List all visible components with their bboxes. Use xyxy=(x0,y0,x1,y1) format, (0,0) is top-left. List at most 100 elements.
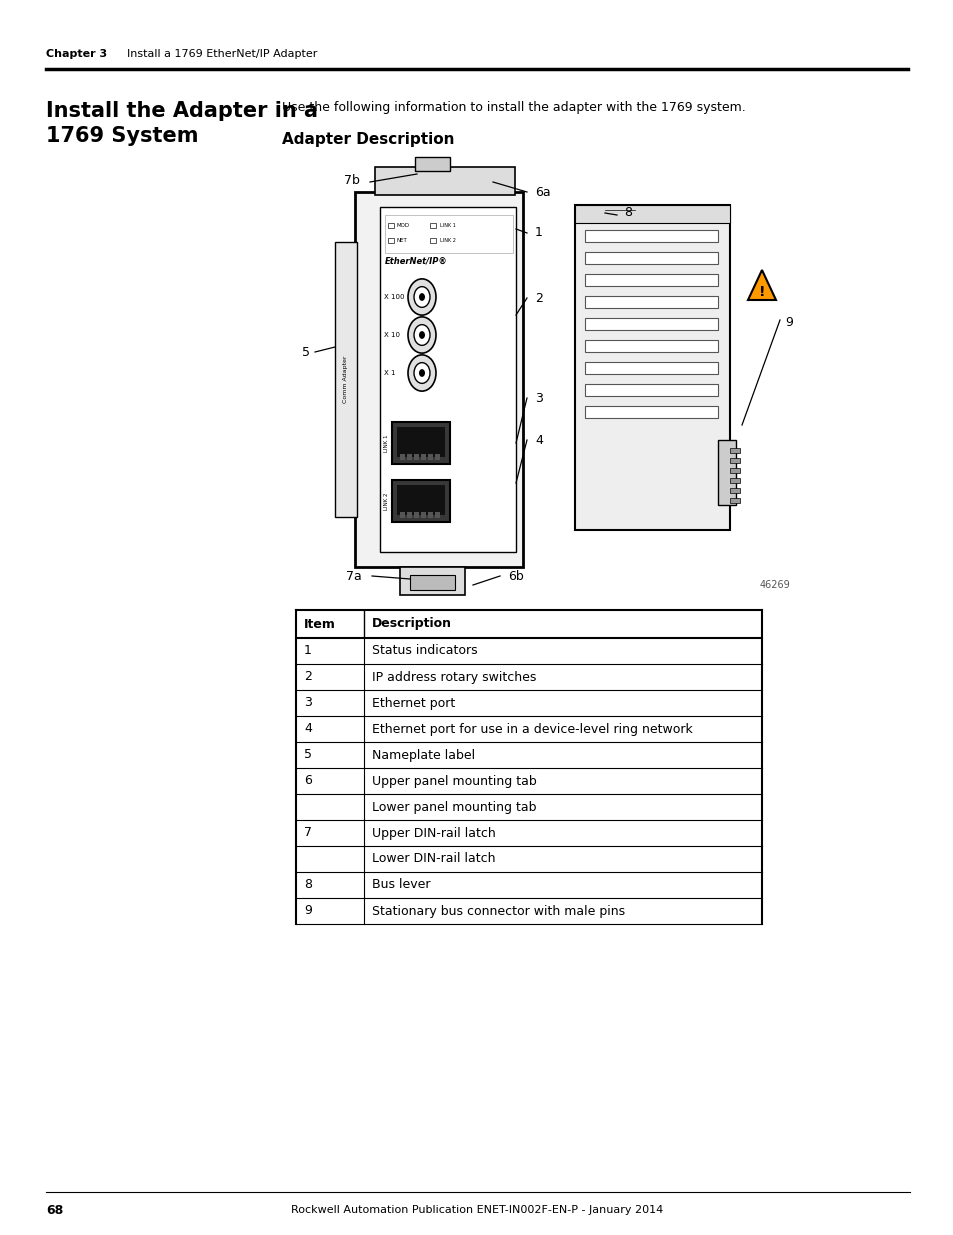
Bar xyxy=(392,480,450,522)
Bar xyxy=(420,513,426,517)
Text: Chapter 3: Chapter 3 xyxy=(46,49,107,59)
Circle shape xyxy=(414,325,430,346)
Text: X 100: X 100 xyxy=(384,294,404,300)
Bar xyxy=(388,224,394,228)
Text: Stationary bus connector with male pins: Stationary bus connector with male pins xyxy=(372,904,624,918)
Bar xyxy=(388,238,394,243)
Bar xyxy=(295,610,761,638)
Text: 68: 68 xyxy=(46,1203,63,1216)
Text: Description: Description xyxy=(372,618,452,631)
Text: Rockwell Automation Publication ENET-IN002F-EN-P - January 2014: Rockwell Automation Publication ENET-IN0… xyxy=(291,1205,662,1215)
Bar xyxy=(410,576,455,590)
Text: Adapter Description: Adapter Description xyxy=(282,132,455,147)
Text: Comm Adapter: Comm Adapter xyxy=(343,356,348,404)
Text: 1: 1 xyxy=(304,645,312,657)
Text: 2: 2 xyxy=(535,291,542,305)
Bar xyxy=(584,317,718,330)
Bar xyxy=(396,427,444,457)
Text: EtherNet/IP®: EtherNet/IP® xyxy=(385,257,447,266)
Bar xyxy=(435,513,439,517)
Bar xyxy=(430,238,436,243)
Circle shape xyxy=(408,279,436,315)
Text: Lower panel mounting tab: Lower panel mounting tab xyxy=(372,800,536,814)
Text: 9: 9 xyxy=(304,904,312,918)
Text: 3: 3 xyxy=(535,391,542,405)
Bar xyxy=(584,230,718,242)
Text: Nameplate label: Nameplate label xyxy=(372,748,475,762)
Bar xyxy=(399,567,464,595)
Bar xyxy=(584,406,718,417)
Circle shape xyxy=(408,354,436,391)
Text: X 10: X 10 xyxy=(384,332,402,338)
Text: 5: 5 xyxy=(304,748,312,762)
Bar xyxy=(295,846,761,872)
Text: Lower DIN-rail latch: Lower DIN-rail latch xyxy=(372,852,495,866)
Text: 6a: 6a xyxy=(535,185,550,199)
Text: IP address rotary switches: IP address rotary switches xyxy=(372,671,536,683)
Bar xyxy=(295,820,761,846)
Bar xyxy=(407,513,412,517)
Bar xyxy=(415,157,450,170)
Text: 4: 4 xyxy=(304,722,312,736)
Bar xyxy=(435,454,439,459)
Bar xyxy=(584,296,718,308)
Text: 46269: 46269 xyxy=(760,580,790,590)
Bar xyxy=(584,362,718,374)
Text: Ethernet port for use in a device-level ring network: Ethernet port for use in a device-level … xyxy=(372,722,692,736)
Text: 5: 5 xyxy=(302,346,310,358)
Bar xyxy=(392,422,450,464)
Bar xyxy=(729,448,740,453)
Bar xyxy=(584,384,718,396)
Bar xyxy=(584,340,718,352)
Bar xyxy=(396,485,444,515)
Text: 2: 2 xyxy=(304,671,312,683)
Bar xyxy=(428,513,433,517)
Circle shape xyxy=(418,293,424,301)
Bar xyxy=(399,454,405,459)
Text: 9: 9 xyxy=(784,315,792,329)
Circle shape xyxy=(414,363,430,383)
Text: Install the Adapter in a: Install the Adapter in a xyxy=(46,101,317,121)
Circle shape xyxy=(418,331,424,338)
Text: 7b: 7b xyxy=(344,173,359,186)
Bar xyxy=(335,242,356,517)
Bar xyxy=(584,252,718,264)
Bar xyxy=(295,690,761,716)
Text: 6: 6 xyxy=(304,774,312,788)
Bar xyxy=(355,191,522,567)
Bar xyxy=(584,274,718,287)
Text: LINK 2: LINK 2 xyxy=(439,238,456,243)
Text: X 1: X 1 xyxy=(384,370,399,375)
Circle shape xyxy=(418,369,424,377)
Bar xyxy=(295,664,761,690)
Bar xyxy=(407,454,412,459)
Bar xyxy=(414,513,418,517)
Text: Item: Item xyxy=(304,618,335,631)
Bar xyxy=(428,454,433,459)
Text: 1: 1 xyxy=(535,226,542,240)
Bar xyxy=(295,768,761,794)
Text: 3: 3 xyxy=(304,697,312,709)
Bar xyxy=(295,794,761,820)
Bar xyxy=(379,207,516,552)
Bar xyxy=(729,458,740,463)
Bar xyxy=(295,716,761,742)
Bar xyxy=(295,742,761,768)
Bar xyxy=(375,167,515,195)
Text: 4: 4 xyxy=(535,433,542,447)
Text: 8: 8 xyxy=(623,206,631,220)
Bar xyxy=(385,215,513,253)
Bar xyxy=(729,478,740,483)
Text: Install a 1769 EtherNet/IP Adapter: Install a 1769 EtherNet/IP Adapter xyxy=(127,49,317,59)
Bar xyxy=(295,638,761,664)
Text: LINK 1: LINK 1 xyxy=(439,224,456,228)
Bar xyxy=(295,872,761,898)
Bar xyxy=(430,224,436,228)
Text: 6b: 6b xyxy=(507,571,523,583)
Text: 7a: 7a xyxy=(346,571,361,583)
Circle shape xyxy=(414,287,430,308)
Text: !: ! xyxy=(758,285,764,299)
Text: Upper DIN-rail latch: Upper DIN-rail latch xyxy=(372,826,496,840)
Bar xyxy=(420,454,426,459)
Text: NET: NET xyxy=(396,238,407,243)
